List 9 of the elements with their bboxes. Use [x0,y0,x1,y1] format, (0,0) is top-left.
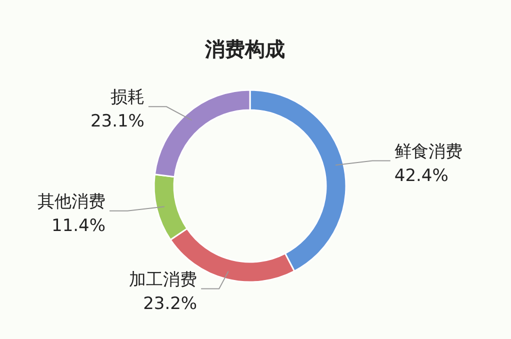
data-label: 23.2% [143,294,198,314]
data-label: 11.4% [52,216,106,236]
slice-label: 其他消费 [38,192,106,212]
slice-label: 加工消费 [129,270,198,290]
chart-title: 消费构成 [204,37,285,61]
data-label: 42.4% [394,166,448,186]
slice-label: 鲜食消费 [394,142,462,162]
slice-label: 损耗 [110,88,144,108]
data-label: 23.1% [90,112,144,132]
